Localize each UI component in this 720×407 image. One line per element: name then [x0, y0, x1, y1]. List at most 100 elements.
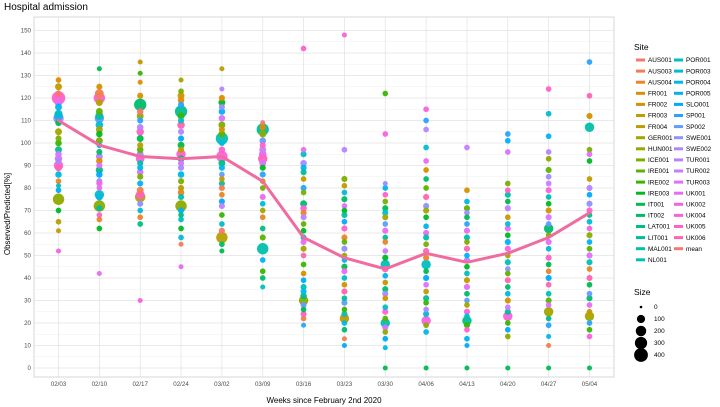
- data-point: [178, 241, 184, 247]
- data-point: [586, 191, 593, 198]
- data-point: [55, 248, 62, 254]
- data-point: [545, 194, 552, 200]
- data-point: [423, 310, 430, 318]
- data-point: [259, 137, 267, 145]
- data-point: [382, 248, 389, 254]
- legend-label: IRE001: [648, 168, 670, 175]
- data-point: [55, 150, 62, 158]
- y-tick-label: 0: [28, 365, 32, 372]
- size-legend-label: 300: [654, 340, 665, 347]
- data-point: [423, 234, 430, 241]
- data-point: [259, 234, 266, 241]
- data-point: [300, 292, 307, 300]
- data-point: [586, 232, 593, 239]
- data-point: [177, 121, 185, 129]
- data-point: [545, 322, 552, 329]
- data-point: [423, 229, 430, 237]
- data-point: [504, 320, 511, 326]
- x-tick-label: 04/06: [418, 381, 434, 388]
- data-point: [586, 274, 593, 282]
- data-point: [219, 212, 225, 218]
- data-point: [96, 130, 103, 138]
- legend-key: [674, 202, 683, 206]
- data-point: [423, 241, 429, 248]
- data-point: [55, 128, 62, 136]
- data-point: [341, 182, 348, 189]
- data-point: [218, 103, 225, 111]
- data-point: [586, 295, 593, 302]
- y-tick-label: 60: [24, 230, 31, 237]
- data-point: [423, 288, 429, 295]
- y-tick-label: 90: [24, 163, 31, 170]
- data-point: [96, 270, 102, 277]
- legend-label: AUS001: [648, 57, 672, 64]
- data-point: [423, 365, 429, 371]
- data-point: [177, 112, 185, 120]
- x-axis-label: Weeks since February 2nd 2020: [266, 396, 382, 405]
- data-point: [586, 146, 593, 153]
- legend-label: TUR002: [686, 168, 710, 175]
- data-point: [96, 83, 103, 90]
- data-point: [423, 193, 430, 201]
- data-point: [136, 135, 144, 142]
- data-point: [177, 101, 185, 108]
- data-point: [137, 297, 143, 304]
- data-point: [219, 241, 225, 248]
- data-point: [504, 131, 511, 137]
- data-point: [300, 252, 307, 259]
- data-point: [259, 225, 266, 232]
- data-point: [300, 227, 307, 234]
- data-point: [341, 218, 348, 225]
- data-point: [586, 326, 593, 333]
- data-point: [382, 272, 389, 279]
- data-point: [421, 259, 431, 270]
- legend-key: [636, 80, 645, 84]
- data-point: [177, 189, 185, 196]
- y-tick-label: 40: [24, 275, 31, 282]
- data-point: [218, 94, 225, 102]
- data-point: [300, 270, 307, 277]
- data-point: [300, 169, 307, 176]
- data-point: [300, 283, 307, 291]
- data-point: [341, 32, 347, 38]
- data-point: [177, 178, 185, 185]
- y-tick-label: 110: [21, 118, 31, 125]
- data-point: [177, 135, 185, 142]
- data-point: [464, 335, 470, 342]
- legend-label: NL001: [648, 257, 667, 264]
- legend-label: FR003: [648, 113, 668, 120]
- legend-key: [674, 225, 683, 228]
- size-legend-key: [634, 336, 648, 350]
- data-point: [218, 121, 226, 129]
- legend-label: UK002: [686, 202, 706, 209]
- data-point: [177, 171, 185, 178]
- data-point: [504, 277, 511, 284]
- size-legend-label: 200: [654, 328, 665, 335]
- data-point: [137, 117, 144, 124]
- data-point: [300, 306, 307, 313]
- data-point: [260, 284, 266, 290]
- data-point: [218, 198, 225, 205]
- data-point: [137, 164, 144, 171]
- data-point: [260, 120, 266, 126]
- data-point: [423, 167, 429, 173]
- data-point: [178, 264, 184, 270]
- data-point: [382, 304, 389, 311]
- legend-label: SP001: [686, 113, 706, 120]
- data-point: [218, 126, 225, 133]
- data-point: [423, 176, 429, 182]
- legend-label: FR002: [648, 102, 668, 109]
- data-point: [95, 99, 103, 106]
- data-point: [464, 252, 470, 259]
- data-point: [177, 160, 185, 167]
- legend-label: TUR001: [686, 157, 710, 164]
- legend-label: IT001: [648, 202, 665, 209]
- data-point: [55, 187, 62, 194]
- size-legend-label: 100: [654, 316, 665, 323]
- data-point: [464, 239, 470, 245]
- data-point: [300, 176, 307, 182]
- data-point: [545, 155, 552, 162]
- size-legend-key: [634, 348, 648, 362]
